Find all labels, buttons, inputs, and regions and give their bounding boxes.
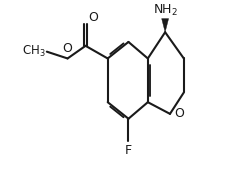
Text: O: O bbox=[88, 11, 98, 23]
Text: O: O bbox=[63, 42, 72, 55]
Text: CH$_3$: CH$_3$ bbox=[22, 44, 46, 59]
Polygon shape bbox=[162, 19, 168, 32]
Text: O: O bbox=[174, 107, 184, 120]
Text: NH$_2$: NH$_2$ bbox=[153, 3, 178, 18]
Text: F: F bbox=[125, 144, 132, 157]
